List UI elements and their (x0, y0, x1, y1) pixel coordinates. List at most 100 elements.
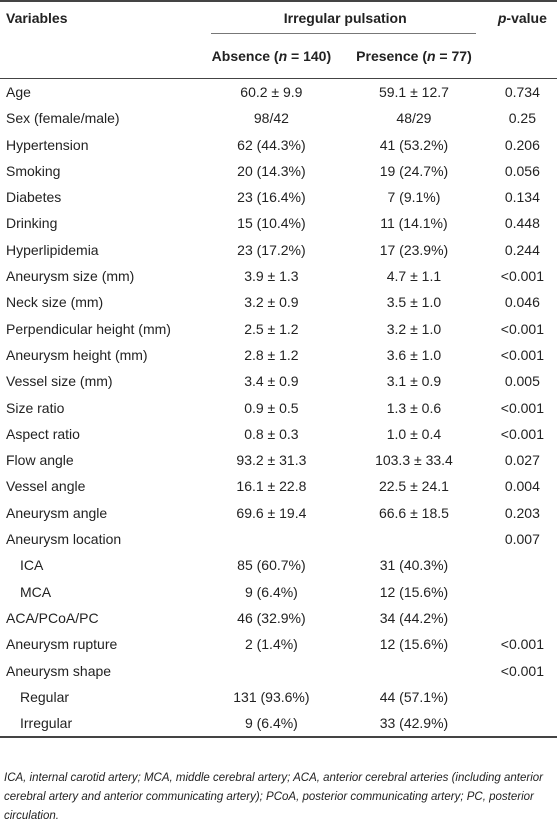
row-pvalue: <0.001 (500, 662, 544, 679)
row-label: Aneurysm angle (6, 504, 108, 521)
row-absence: 98/42 (253, 110, 289, 127)
row-presence: 3.6 ± 1.0 (386, 346, 442, 363)
header-group-rule (210, 33, 476, 34)
table-row: Perpendicular height (mm) 2.5 ± 1.2 3.2 ± … (0, 316, 557, 342)
table-row: MCA 9 (6.4%) 12 (15.6%) (0, 579, 557, 605)
table-row: Aneurysm shape <0.001 (0, 658, 557, 684)
table-row: Vessel angle 16.1 ± 22.8 22.5 ± 24.1 0.004 (0, 473, 557, 499)
header-pvalue: p-value (487, 0, 557, 34)
row-absence: 0.8 ± 0.3 (244, 425, 299, 442)
row-absence: 69.6 ± 19.4 (236, 504, 307, 521)
row-pvalue: <0.001 (500, 268, 544, 285)
row-label: MCA (20, 583, 52, 600)
row-pvalue: 0.244 (504, 241, 540, 258)
row-label: Hypertension (6, 136, 89, 153)
header-absence-n: n (278, 48, 288, 64)
table-row: Aneurysm location 0.007 (0, 526, 557, 552)
row-label: Aneurysm rupture (6, 636, 118, 653)
row-presence: 12 (15.6%) (379, 636, 449, 653)
header-absence: Absence (n = 140) (203, 34, 341, 79)
row-label: Aspect ratio (6, 425, 80, 442)
header-pvalue-empty (488, 34, 557, 79)
row-presence: 3.5 ± 1.0 (386, 294, 442, 311)
header-presence-prefix: Presence ( (356, 48, 427, 64)
row-pvalue (488, 684, 557, 710)
row-presence: 12 (15.6%) (379, 583, 449, 600)
table-body: Age 60.2 ± 9.9 59.1 ± 12.7 0.734 Sex (femal… (0, 79, 557, 739)
table-row: Smoking 20 (14.3%) 19 (24.7%) 0.056 (0, 158, 557, 184)
row-absence: 3.4 ± 0.9 (244, 373, 299, 390)
table-row: Aneurysm rupture 2 (1.4%) 12 (15.6%) <0.001 (0, 631, 557, 657)
table-row: Vessel size (mm) 3.4 ± 0.9 3.1 ± 0.9 0.005 (0, 368, 557, 394)
row-absence: 9 (6.4%) (244, 583, 298, 600)
row-presence: 3.2 ± 1.0 (386, 320, 442, 337)
row-absence: 2 (1.4%) (244, 636, 298, 653)
row-pvalue: <0.001 (500, 346, 544, 363)
table-row: Aneurysm angle 69.6 ± 19.4 66.6 ± 18.5 0.20… (0, 500, 557, 526)
row-absence: 23 (17.2%) (237, 241, 306, 258)
row-presence (340, 658, 488, 684)
row-pvalue: 0.448 (504, 215, 540, 232)
row-absence: 23 (16.4%) (237, 189, 306, 206)
header-irregular-pulsation: Irregular pulsation (202, 0, 488, 34)
row-pvalue: 0.25 (508, 110, 536, 127)
row-label: Vessel size (mm) (6, 373, 113, 390)
row-pvalue (487, 710, 557, 739)
header-absence-suffix: = 140) (287, 48, 332, 64)
row-pvalue: <0.001 (500, 425, 544, 442)
row-presence: 41 (53.2%) (379, 136, 449, 153)
table-row: Regular 131 (93.6%) 44 (57.1%) (0, 684, 557, 710)
header-p-italic: p (497, 10, 507, 26)
table-row: Size ratio 0.9 ± 0.5 1.3 ± 0.6 <0.001 (0, 395, 557, 421)
row-presence: 48/29 (396, 110, 432, 127)
row-pvalue: 0.004 (504, 478, 540, 495)
row-label: Aneurysm height (mm) (6, 346, 148, 363)
header-row-2: Absence (n = 140) Presence (n = 77) (0, 34, 557, 79)
row-absence: 16.1 ± 22.8 (236, 478, 307, 495)
header-row-1: Variables Irregular pulsation p-value (0, 0, 557, 79)
row-label: Neck size (mm) (6, 294, 104, 311)
row-label: Sex (female/male) (6, 110, 120, 127)
row-presence: 1.0 ± 0.4 (386, 425, 442, 442)
row-presence: 7 (9.1%) (387, 189, 441, 206)
row-presence: 66.6 ± 18.5 (378, 504, 449, 521)
row-absence: 85 (60.7%) (237, 557, 306, 574)
header-absence-prefix: Absence ( (211, 48, 279, 64)
row-pvalue: 0.734 (504, 84, 540, 100)
row-presence: 31 (40.3%) (379, 557, 449, 574)
table-row: Drinking 15 (10.4%) 11 (14.1%) 0.448 (0, 210, 557, 236)
row-absence: 60.2 ± 9.9 (240, 84, 303, 100)
row-absence: 62 (44.3%) (237, 136, 306, 153)
row-pvalue: 0.056 (504, 162, 540, 179)
row-pvalue: 0.203 (504, 504, 540, 521)
header-presence-n: n (426, 48, 436, 64)
row-absence: 131 (93.6%) (233, 688, 310, 705)
table-row: Flow angle 93.2 ± 31.3 103.3 ± 33.4 0.027 (0, 447, 557, 473)
row-label: Regular (20, 688, 70, 705)
row-label: Smoking (6, 162, 61, 179)
row-label: ICA (20, 557, 44, 574)
row-absence: 20 (14.3%) (237, 162, 306, 179)
row-presence: 44 (57.1%) (379, 688, 449, 705)
table-row: Neck size (mm) 3.2 ± 0.9 3.5 ± 1.0 0.046 (0, 289, 557, 315)
row-label: ACA/PCoA/PC (6, 609, 99, 626)
table-row: ICA 85 (60.7%) 31 (40.3%) (0, 552, 557, 578)
row-label: Diabetes (6, 189, 62, 206)
row-presence: 4.7 ± 1.1 (386, 268, 442, 285)
row-absence: 9 (6.4%) (202, 710, 341, 739)
row-label: Hyperlipidemia (6, 241, 99, 258)
row-absence: 93.2 ± 31.3 (236, 452, 307, 469)
row-presence: 22.5 ± 24.1 (378, 478, 449, 495)
row-presence: 3.1 ± 0.9 (386, 373, 442, 390)
table-row: Aneurysm height (mm) 2.8 ± 1.2 3.6 ± 1.0 <0… (0, 342, 557, 368)
row-absence (203, 526, 341, 552)
header-group-label: Irregular pulsation (283, 10, 407, 26)
header-pvalue-rest: -value (506, 10, 547, 26)
row-pvalue (488, 552, 557, 578)
row-pvalue: 0.007 (504, 531, 540, 548)
row-absence: 46 (32.9%) (237, 609, 306, 626)
header-variables: Variables (0, 0, 203, 79)
row-presence: 59.1 ± 12.7 (378, 84, 449, 100)
row-absence (203, 658, 341, 684)
row-absence: 3.9 ± 1.3 (244, 268, 299, 285)
